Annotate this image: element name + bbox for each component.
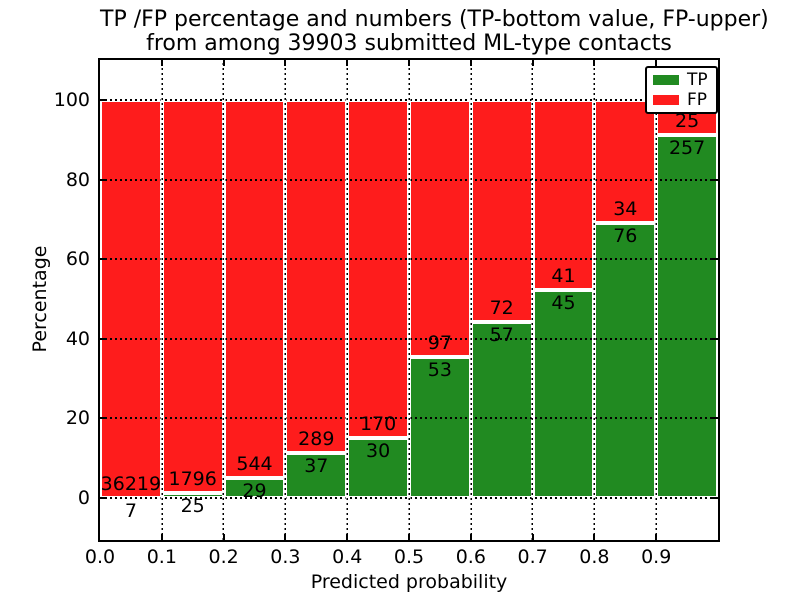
y-tick-mark-right — [712, 417, 718, 420]
x-tick-label: 0.5 — [393, 546, 425, 568]
fp-count-label: 25 — [675, 110, 700, 133]
x-tick-mark-bottom — [160, 534, 163, 540]
y-tick-mark-left — [100, 497, 106, 499]
tp-bar-segment — [656, 135, 718, 498]
x-tick-mark-top — [222, 60, 225, 66]
fp-bar-segment — [532, 100, 595, 290]
fp-bar-segment — [161, 100, 224, 493]
vertical-gridline — [222, 60, 226, 540]
y-tick-mark-left — [100, 178, 106, 181]
y-tick-mark-left — [100, 417, 106, 420]
vertical-gridline — [469, 60, 473, 540]
fp-bar-segment — [285, 100, 348, 453]
y-tick-label: 100 — [53, 89, 90, 111]
y-tick-mark-right — [712, 178, 718, 181]
fp-count-label: 97 — [427, 332, 452, 355]
x-tick-label: 0.2 — [208, 546, 239, 568]
tp-count-label: 45 — [551, 291, 576, 314]
legend-swatch-fp — [653, 95, 679, 105]
fp-count-label: 72 — [489, 297, 514, 320]
x-tick-label: 0.4 — [332, 546, 363, 568]
vertical-gridline — [592, 60, 596, 540]
legend-entry-fp: FP — [653, 91, 710, 109]
tp-count-label: 53 — [427, 359, 452, 382]
fp-bar-segment — [100, 100, 162, 498]
x-tick-label: 0.9 — [641, 546, 672, 568]
vertical-gridline — [283, 60, 287, 540]
x-tick-label: 0.6 — [455, 546, 486, 568]
y-tick-label: 20 — [65, 407, 90, 430]
tp-count-label: 57 — [489, 324, 514, 347]
x-tick-mark-bottom — [222, 534, 225, 540]
fp-count-label: 289 — [298, 427, 335, 450]
x-tick-mark-top — [160, 60, 163, 66]
fp-count-label: 41 — [551, 264, 576, 287]
x-tick-mark-bottom — [284, 534, 287, 540]
x-tick-mark-bottom — [531, 534, 534, 540]
x-tick-mark-bottom — [408, 534, 410, 540]
legend-label-fp: FP — [687, 90, 708, 110]
legend-entry-tp: TP — [653, 71, 710, 89]
tp-count-label: 25 — [180, 494, 205, 517]
fp-bar-segment — [470, 100, 533, 323]
x-axis-label: Predicted probability — [310, 571, 508, 593]
x-tick-mark-bottom — [655, 534, 658, 540]
x-tick-label: 0.0 — [84, 546, 116, 568]
tp-count-label: 7 — [124, 499, 137, 522]
y-tick-label: 0 — [77, 487, 90, 509]
tp-count-label: 76 — [613, 225, 638, 248]
tp-bar-segment — [594, 223, 657, 498]
fp-count-label: 34 — [613, 198, 638, 221]
x-tick-mark-bottom — [469, 534, 472, 540]
fp-bar-segment — [347, 100, 409, 439]
chart-title-line2: from among 39903 submitted ML-type conta… — [146, 31, 672, 56]
tp-count-label: 29 — [242, 479, 267, 502]
x-tick-mark-bottom — [346, 534, 349, 540]
x-tick-mark-top — [655, 60, 658, 66]
x-tick-mark-top — [408, 60, 410, 66]
x-tick-mark-top — [346, 60, 349, 66]
x-tick-mark-top — [531, 60, 534, 66]
legend-label-tp: TP — [687, 70, 708, 90]
y-tick-label: 60 — [65, 248, 90, 271]
x-tick-mark-top — [593, 60, 596, 66]
tp-bar-segment — [532, 289, 595, 498]
plot-area: 36219 7 1796 25 544 29 289 37 170 30 97 53 72 57 41 45 3… — [98, 58, 720, 542]
x-tick-mark-top — [469, 60, 472, 66]
fp-bar-segment — [223, 100, 286, 478]
tp-count-label: 37 — [304, 454, 329, 477]
fp-count-label: 1796 — [168, 467, 217, 490]
vertical-gridline — [345, 60, 349, 540]
y-tick-mark-right — [712, 497, 718, 499]
y-tick-mark-left — [100, 337, 106, 340]
vertical-gridline — [160, 60, 164, 540]
vertical-gridline — [407, 60, 411, 540]
x-tick-label: 0.1 — [146, 546, 177, 568]
vertical-gridline — [531, 60, 535, 540]
x-tick-mark-top — [284, 60, 287, 66]
chart-title-line1: TP /FP percentage and numbers (TP-bottom… — [100, 7, 769, 32]
tp-bar-segment — [470, 322, 533, 498]
x-tick-label: 0.7 — [517, 546, 548, 568]
y-tick-mark-right — [712, 337, 718, 340]
x-tick-mark-bottom — [593, 534, 596, 540]
y-tick-mark-left — [100, 99, 106, 101]
tp-count-label: 30 — [366, 440, 391, 463]
y-tick-mark-left — [100, 258, 106, 261]
fp-count-label: 170 — [359, 413, 397, 436]
fp-count-label: 544 — [236, 452, 273, 475]
fp-count-label: 36219 — [100, 472, 162, 495]
tp-count-label: 257 — [668, 137, 706, 160]
legend: TP FP — [645, 66, 718, 114]
chart-title: TP /FP percentage and numbers (TP-bottom… — [100, 7, 769, 56]
legend-swatch-tp — [653, 75, 679, 85]
x-tick-label: 0.3 — [270, 546, 301, 568]
x-tick-label: 0.8 — [579, 546, 610, 568]
y-tick-mark-right — [712, 258, 718, 261]
y-tick-label: 40 — [65, 327, 90, 350]
y-tick-label: 80 — [65, 168, 90, 191]
vertical-gridline — [654, 60, 658, 540]
fp-bar-segment — [409, 100, 471, 358]
